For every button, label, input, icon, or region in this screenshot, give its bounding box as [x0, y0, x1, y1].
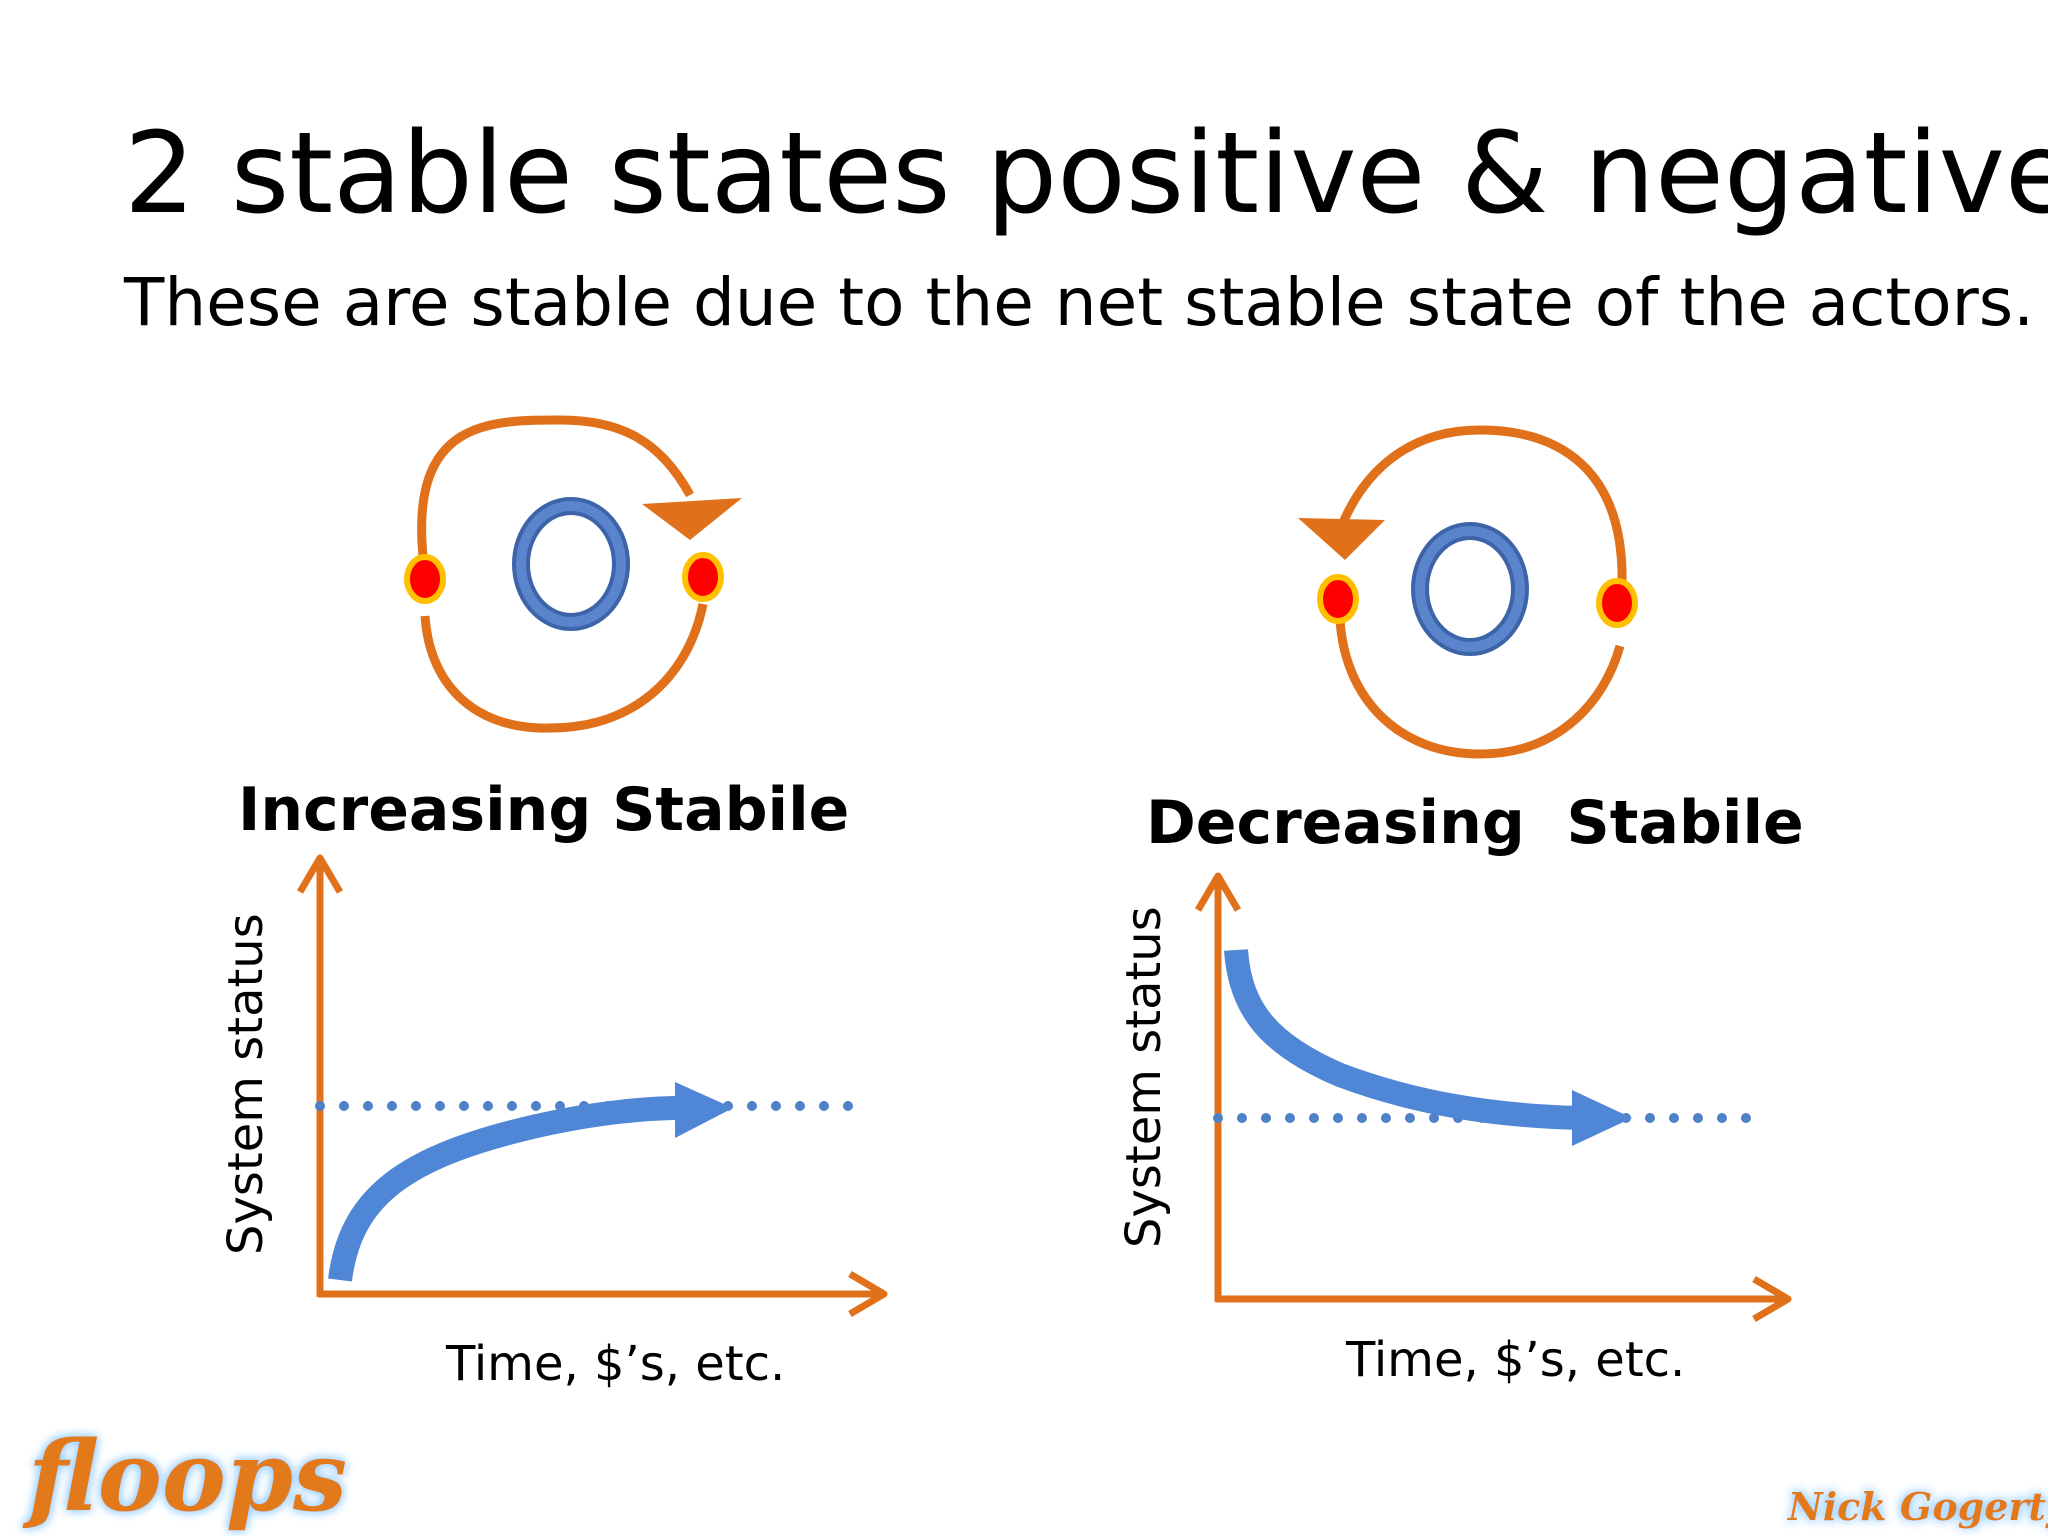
nick-gogerty-logo: Nick Gogerty [1787, 1484, 2048, 1529]
diagram-label-decreasing: Decreasing Stabile [1146, 788, 1804, 858]
increasing-graph: System status Time, $’s, etc. [218, 854, 888, 1392]
actor-node-left [404, 554, 446, 604]
loop-arc-bottom [420, 603, 708, 733]
actor-node-right [682, 552, 724, 602]
y-axis-arrowhead [1194, 872, 1242, 912]
increasing-curve [328, 1096, 681, 1282]
actor-node-right [1596, 578, 1638, 628]
floops-logo: floops [22, 1420, 347, 1533]
y-axis-arrowhead [296, 854, 344, 894]
x-axis-label: Time, $’s, etc. [445, 1336, 785, 1392]
diagram-label-increasing: Increasing Stabile [238, 775, 849, 845]
loop-arc-top [1337, 425, 1627, 587]
x-axis-arrowhead [1752, 1275, 1792, 1323]
loop-arc-bottom [1335, 619, 1625, 759]
decreasing-curve [1224, 948, 1581, 1130]
increasing-loop-diagram [404, 415, 742, 733]
decreasing-graph: System status Time, $’s, etc. [1116, 872, 1792, 1388]
slide-subtitle: These are stable due to the net stable s… [124, 264, 2035, 341]
y-axis-label: System status [1116, 906, 1172, 1248]
curve-arrowhead [1572, 1090, 1632, 1146]
actor-node-left [1317, 574, 1359, 624]
curve-arrowhead [675, 1082, 733, 1138]
y-axis-label: System status [218, 913, 274, 1255]
loop-arc-top [417, 415, 694, 557]
loop-arrowhead [642, 498, 742, 540]
x-axis-arrowhead [848, 1270, 888, 1318]
decreasing-loop-diagram [1298, 425, 1638, 759]
slide-title: 2 stable states positive & negative [124, 109, 2048, 239]
x-axis-label: Time, $’s, etc. [1345, 1332, 1685, 1388]
loop-arrowhead [1298, 518, 1385, 560]
